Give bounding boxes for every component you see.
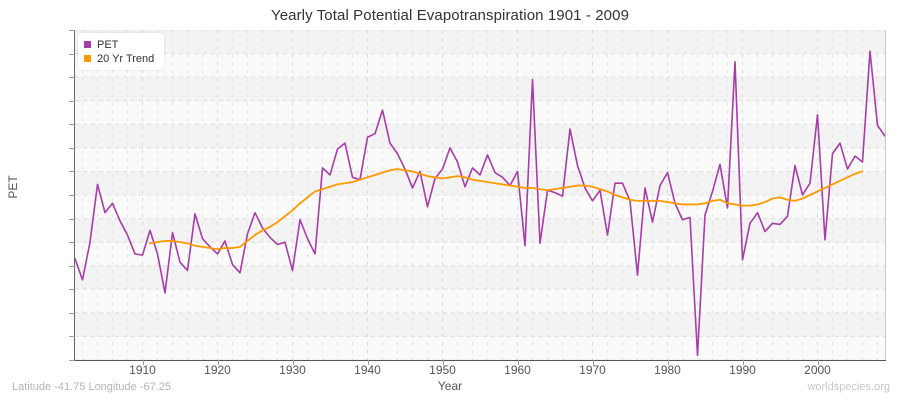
plot-svg (75, 30, 885, 360)
y-tick-mark (69, 289, 75, 291)
x-tick-mark (517, 360, 519, 365)
x-tick-label: 1940 (354, 363, 381, 377)
coordinates-note: Latitude -41.75 Longitude -67.25 (12, 381, 172, 393)
x-tick-mark (817, 360, 819, 365)
y-tick-mark (69, 242, 75, 244)
chart-title: Yearly Total Potential Evapotranspiratio… (270, 7, 630, 24)
y-tick-mark (69, 336, 75, 338)
x-tick-label: 1930 (279, 363, 306, 377)
x-tick-label: 1980 (654, 363, 681, 377)
x-tick-mark (292, 360, 294, 365)
plot-area (75, 30, 886, 360)
y-tick-mark (69, 147, 75, 149)
site-watermark: worldspecies.org (807, 381, 890, 393)
legend-swatch-pet (84, 41, 91, 48)
y-tick-mark (69, 30, 75, 31)
y-tick-mark (69, 218, 75, 220)
y-tick-mark (69, 77, 75, 79)
x-tick-mark (592, 360, 594, 365)
x-tick-mark (217, 360, 219, 365)
legend-swatch-trend (84, 55, 91, 62)
y-tick-mark (69, 53, 75, 55)
x-tick-mark (442, 360, 444, 365)
y-tick-mark (69, 195, 75, 196)
x-tick-mark (667, 360, 669, 365)
y-tick-mark (69, 312, 75, 314)
x-tick-mark (367, 360, 369, 365)
x-axis-line (74, 360, 886, 361)
legend-label-pet: PET (97, 38, 119, 51)
y-axis-title: PET (6, 175, 20, 199)
x-tick-label: 1950 (429, 363, 456, 377)
legend-label-trend: 20 Yr Trend (97, 52, 155, 65)
series-line-20-yr-trend (149, 168, 864, 251)
legend-item-trend[interactable]: 20 Yr Trend (84, 52, 154, 65)
y-tick-mark (69, 265, 75, 267)
x-tick-label: 1910 (129, 363, 156, 377)
x-tick-label: 1920 (204, 363, 231, 377)
series-line-pet (75, 50, 885, 357)
chart-legend: PET 20 Yr Trend (78, 33, 165, 70)
x-tick-mark (142, 360, 144, 365)
y-tick-mark (69, 100, 75, 102)
y-tick-mark (69, 124, 75, 126)
x-tick-label: 1970 (579, 363, 606, 377)
x-tick-label: 1990 (729, 363, 756, 377)
x-tick-mark (742, 360, 744, 365)
legend-item-pet[interactable]: PET (84, 38, 154, 51)
x-tick-label: 1960 (504, 363, 531, 377)
x-axis-title: Year (437, 379, 463, 393)
y-tick-mark (69, 171, 75, 173)
x-tick-label: 2000 (804, 363, 831, 377)
y-tick-mark (69, 360, 75, 361)
